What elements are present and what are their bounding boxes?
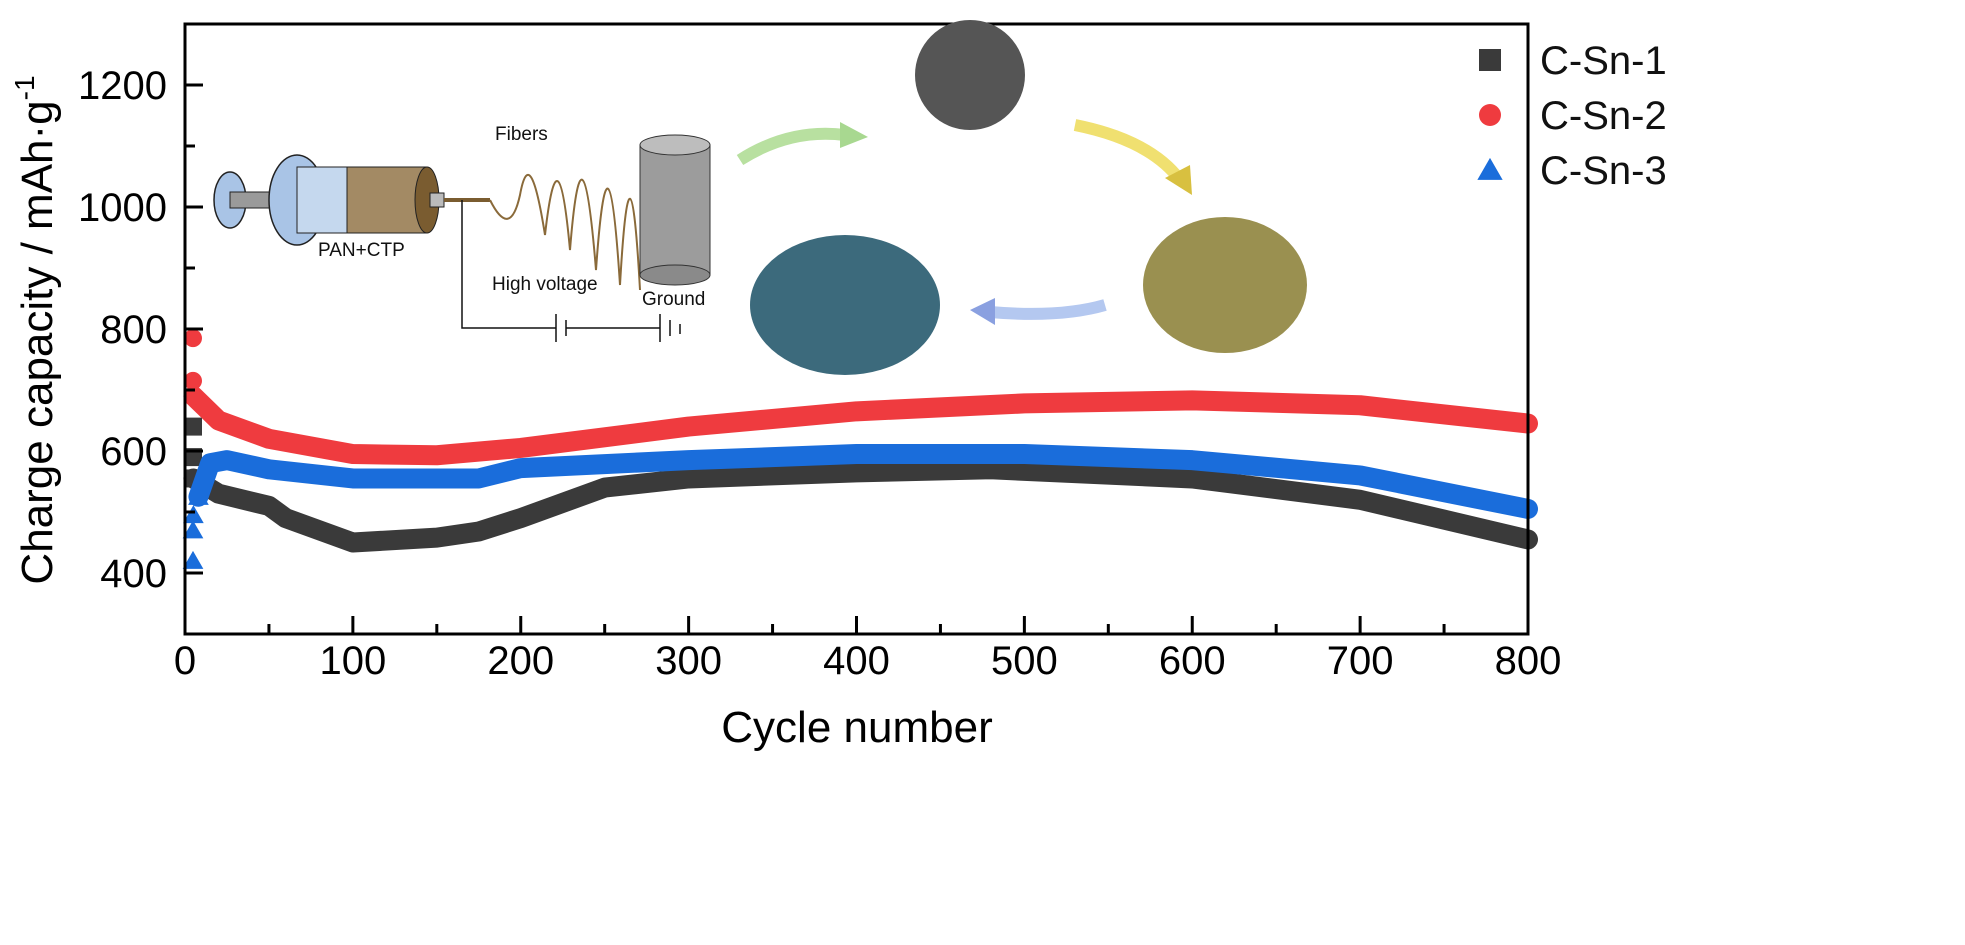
marker-circle (184, 371, 202, 390)
series-line (188, 444, 1538, 519)
y-axis-label: Charge capacity / mAh·g-1 (9, 75, 62, 584)
arrowhead-icon (1165, 165, 1192, 195)
syringe-icon (213, 154, 490, 246)
marker-circle (1479, 104, 1501, 126)
x-axis-label: Cycle number (721, 703, 992, 752)
collector-drum-icon (639, 134, 711, 286)
fiber-sem-image (1143, 217, 1307, 353)
marker-circle (184, 329, 202, 348)
legend-label: C-Sn-2 (1540, 94, 1667, 138)
marker-triangle (182, 520, 204, 539)
x-tick-label: 100 (320, 639, 387, 683)
marker-square (184, 448, 202, 467)
x-tick-label: 400 (823, 639, 890, 683)
x-tick-label: 0 (174, 639, 196, 683)
marker-triangle (188, 486, 209, 505)
series-C-Sn-3 (182, 444, 1538, 569)
arrow-icon (989, 299, 1107, 320)
y-tick-label: 800 (100, 308, 167, 352)
marker-circle (184, 387, 203, 406)
electrospinning-inset: PAN+CTP Fibers High voltage Ground (213, 20, 1307, 375)
marker-triangle (183, 505, 204, 524)
marker-triangle (1477, 157, 1503, 180)
y-tick-label: 1000 (78, 186, 167, 230)
y-axis-label-superscript: -1 (9, 75, 40, 100)
series-C-Sn-2 (183, 329, 1538, 466)
y-tick-label: 400 (100, 552, 167, 596)
arrow-icon (736, 127, 846, 166)
carbon-tin-sem-image (750, 235, 940, 375)
y-tick-label: 600 (100, 430, 167, 474)
ground-label: Ground (642, 289, 705, 310)
plot-area (182, 329, 1538, 569)
series-line (183, 459, 1538, 553)
legend-label: C-Sn-3 (1540, 149, 1667, 193)
syringe-label: PAN+CTP (318, 240, 405, 261)
arrowhead-icon (970, 298, 995, 325)
x-tick-label: 800 (1495, 639, 1562, 683)
legend: C-Sn-1 C-Sn-2 C-Sn-3 (1477, 39, 1667, 193)
x-tick-label: 300 (655, 639, 722, 683)
arrow-icon (1073, 119, 1185, 184)
voltage-label: High voltage (492, 274, 598, 295)
axes: 0 100 200 300 400 500 600 700 800 400 600 800 1000 12… (78, 22, 1562, 683)
series-line (183, 386, 1538, 466)
y-axis-label-main: Charge capacity / mAh·g (13, 100, 62, 584)
marker-triangle (182, 550, 204, 569)
legend-label: C-Sn-1 (1540, 39, 1667, 83)
fibers-label: Fibers (495, 124, 548, 145)
fiber-whip (489, 173, 641, 291)
x-tick-label: 600 (1159, 639, 1226, 683)
x-tick-label: 200 (487, 639, 554, 683)
marker-square (184, 417, 202, 436)
x-tick-label: 500 (991, 639, 1058, 683)
carbon-film-image (915, 20, 1025, 130)
x-tick-label: 700 (1327, 639, 1394, 683)
circuit-wire (461, 200, 681, 342)
y-tick-label: 1200 (78, 64, 167, 108)
arrowhead-icon (840, 122, 868, 148)
marker-square (1479, 49, 1501, 71)
